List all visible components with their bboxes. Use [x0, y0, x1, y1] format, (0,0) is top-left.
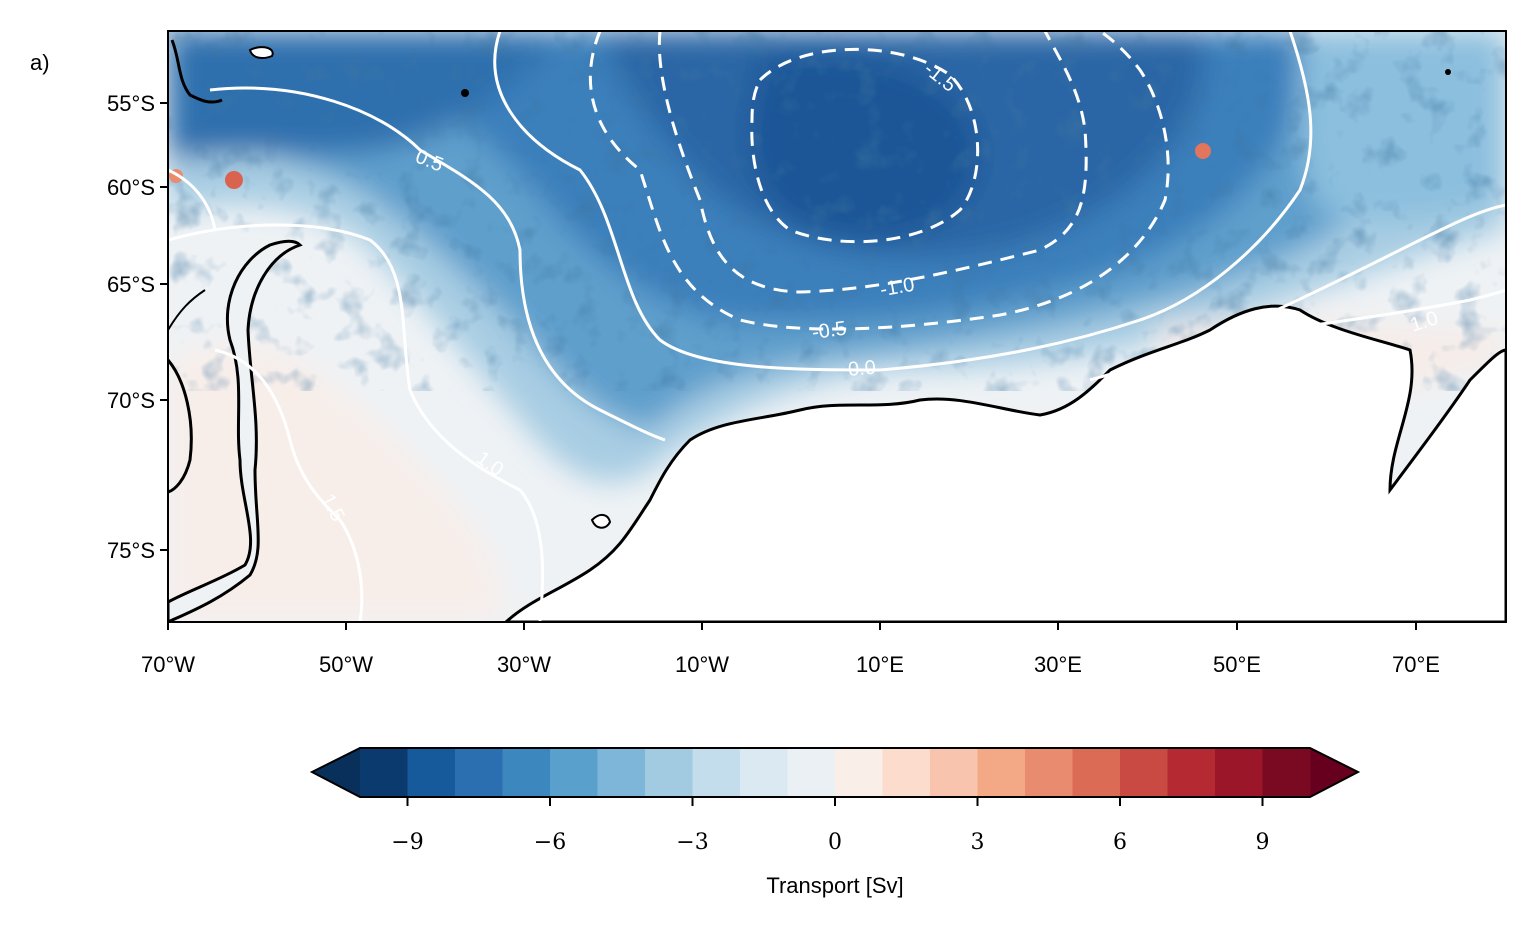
lon-tick-label: 70°W: [141, 652, 195, 677]
contour-10a: [168, 223, 545, 622]
colorbar-swatch: [455, 748, 503, 797]
colorbar-swatch: [1025, 748, 1073, 797]
colorbar-swatch: [882, 748, 931, 797]
lon-tick-label: 70°E: [1392, 652, 1440, 677]
contour-label: -0.5: [811, 318, 848, 345]
coast-fragment: [168, 289, 206, 331]
colorbar-tick-label: −3: [676, 830, 708, 855]
colorbar: −9 −6 −3 0 3 6 9 Transport [Sv]: [309, 747, 1361, 898]
map-frame: [167, 30, 1507, 623]
antarctic-peninsula: [168, 239, 303, 622]
contour-neg10: [657, 31, 1088, 294]
colorbar-swatch: [787, 748, 836, 797]
lon-tick-label: 30°E: [1034, 652, 1082, 677]
lat-tick-label: 70°S: [107, 388, 155, 413]
island: [461, 89, 469, 97]
colorbar-swatch: [407, 748, 456, 797]
colorbar-tick-label: −6: [534, 830, 566, 855]
colorbar-tick-label: 9: [1256, 830, 1270, 855]
colorbar-tick-label: 6: [1113, 830, 1127, 855]
contour-neg05: [588, 31, 1170, 331]
colorbar-swatches: [360, 748, 1311, 797]
contour-west: [168, 168, 217, 231]
colorbar-swatch: [502, 748, 551, 797]
weddell-coast: [168, 359, 193, 494]
colorbar-swatch: [1262, 748, 1311, 797]
colorbar-swatch: [360, 748, 408, 797]
colorbar-tick-label: 0: [828, 830, 842, 855]
hotspot: [1195, 143, 1211, 159]
contours: [168, 31, 1506, 622]
lon-tick-label: 50°W: [319, 652, 373, 677]
colorbar-swatch: [1120, 748, 1168, 797]
lon-tick-label: 30°W: [497, 652, 551, 677]
lat-axis: 55°S 60°S 65°S 70°S 75°S: [107, 91, 168, 563]
antarctica-land: [503, 304, 1506, 622]
island: [590, 514, 612, 529]
contour-neg15: [750, 47, 980, 244]
colorbar-outline: [309, 747, 1361, 798]
colorbar-label: Transport [Sv]: [766, 873, 903, 898]
colorbar-under-arrow: [312, 748, 360, 797]
colorbar-ticks: −9 −6 −3 0 3 6 9: [391, 797, 1270, 855]
contour-05: [209, 86, 666, 442]
colorbar-swatch: [977, 748, 1026, 797]
colorbar-swatch: [550, 748, 598, 797]
hotspot: [225, 171, 243, 189]
colorbar-over-arrow: [1310, 748, 1358, 797]
lon-tick-label: 50°E: [1213, 652, 1261, 677]
lat-tick-label: 60°S: [107, 175, 155, 200]
lon-tick-label: 10°W: [675, 652, 729, 677]
panel-label: a): [30, 50, 50, 75]
colorbar-swatch: [740, 748, 788, 797]
colorbar-tick-label: −9: [391, 830, 423, 855]
colorbar-swatch: [835, 748, 883, 797]
contour-00: [493, 31, 1313, 372]
colorbar-tick-label: 3: [971, 830, 985, 855]
colorbar-swatch: [1167, 748, 1216, 797]
colorbar-swatch: [597, 748, 646, 797]
island: [1445, 69, 1451, 75]
colorbar-swatch: [692, 748, 741, 797]
lat-tick-label: 65°S: [107, 272, 155, 297]
colorbar-swatch: [930, 748, 978, 797]
map-panel: -1.5 -1.0 -0.5 0.0 0.5 1.0 1.0 1.5: [168, 31, 1506, 622]
contour-label: 0.0: [847, 357, 877, 381]
colorbar-swatch: [645, 748, 693, 797]
colorbar-swatch: [1072, 748, 1121, 797]
contour-10c: [1279, 288, 1506, 332]
lat-tick-label: 75°S: [107, 538, 155, 563]
lat-tick-label: 55°S: [107, 91, 155, 116]
colorbar-swatch: [1215, 748, 1263, 797]
island: [248, 46, 274, 59]
lon-axis: 70°W 50°W 30°W 10°W 10°E 30°E 50°E 70°E: [141, 622, 1440, 677]
contour-15: [214, 348, 364, 622]
lon-tick-label: 10°E: [856, 652, 904, 677]
south-america-tip: [170, 39, 223, 104]
contour-10b: [1089, 203, 1506, 382]
